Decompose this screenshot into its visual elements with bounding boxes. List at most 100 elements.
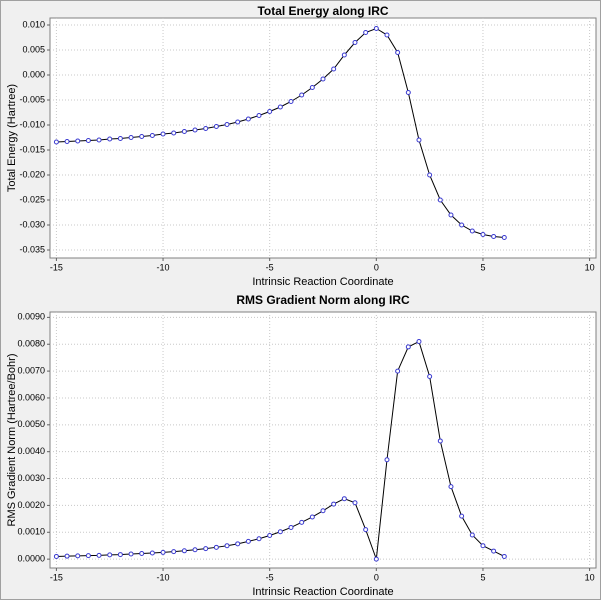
y-tick-label: 0.0090 xyxy=(17,312,45,322)
y-tick-label: 0.005 xyxy=(22,44,45,54)
point-marker xyxy=(256,113,262,118)
y-tick-label: -0.030 xyxy=(19,219,45,229)
y-tick-label: -0.025 xyxy=(19,194,45,204)
point-marker xyxy=(235,541,241,547)
point-marker xyxy=(416,137,422,143)
point-marker xyxy=(352,500,358,506)
y-tick-label: 0.0000 xyxy=(17,554,45,564)
point-marker xyxy=(363,527,369,533)
point-marker xyxy=(288,524,294,530)
point-marker xyxy=(107,552,113,558)
point-marker xyxy=(224,122,230,127)
point-marker xyxy=(235,119,241,125)
point-marker xyxy=(331,501,337,507)
point-marker xyxy=(491,548,497,554)
point-marker xyxy=(85,138,91,143)
x-tick-label: -15 xyxy=(50,572,63,582)
point-marker xyxy=(192,127,198,133)
point-marker xyxy=(117,552,123,558)
x-tick-label: -10 xyxy=(157,572,170,582)
chart-title: Total Energy along IRC xyxy=(257,4,388,18)
point-marker xyxy=(320,76,326,82)
point-marker xyxy=(459,222,465,228)
point-marker xyxy=(427,172,433,178)
y-tick-label: 0.0010 xyxy=(17,527,45,537)
x-axis-label: Intrinsic Reaction Coordinate xyxy=(252,586,393,598)
point-marker xyxy=(203,126,209,131)
x-tick-label: 5 xyxy=(480,262,485,272)
point-marker xyxy=(309,514,315,520)
point-marker xyxy=(299,519,305,525)
point-marker xyxy=(373,26,379,31)
y-axis-label: RMS Gradient Norm (Hartree/Bohr) xyxy=(6,354,18,527)
y-tick-label: 0.0020 xyxy=(17,500,45,510)
point-marker xyxy=(64,139,70,144)
point-marker xyxy=(405,344,411,350)
point-marker xyxy=(501,553,507,559)
point-marker xyxy=(373,556,379,562)
point-marker xyxy=(480,232,486,237)
point-marker xyxy=(459,513,465,519)
point-marker xyxy=(224,543,230,549)
point-marker xyxy=(160,549,166,555)
y-tick-label: 0.0080 xyxy=(17,339,45,349)
x-tick-label: 10 xyxy=(585,572,595,582)
point-marker xyxy=(384,457,390,463)
point-marker xyxy=(405,90,411,95)
point-marker xyxy=(160,131,166,137)
point-marker xyxy=(267,109,273,114)
y-tick-label: -0.035 xyxy=(19,244,45,254)
point-marker xyxy=(192,547,198,553)
x-tick-label: -5 xyxy=(266,262,274,272)
point-marker xyxy=(341,496,347,502)
point-marker xyxy=(181,129,187,134)
point-marker xyxy=(117,136,123,141)
point-marker xyxy=(75,553,81,559)
point-marker xyxy=(469,228,475,234)
y-tick-label: -0.020 xyxy=(19,169,45,179)
y-tick-label: -0.005 xyxy=(19,94,45,104)
x-tick-label: 0 xyxy=(374,572,379,582)
point-marker xyxy=(149,550,155,556)
point-marker xyxy=(427,373,433,379)
point-marker xyxy=(331,66,337,72)
point-marker xyxy=(203,546,209,552)
point-marker xyxy=(341,52,347,58)
point-marker xyxy=(149,133,155,138)
point-marker xyxy=(448,484,454,490)
point-marker xyxy=(267,532,273,538)
point-marker xyxy=(395,50,401,55)
y-tick-label: 0.010 xyxy=(22,19,45,29)
point-marker xyxy=(480,543,486,549)
y-tick-label: 0.000 xyxy=(22,69,45,79)
point-marker xyxy=(309,85,315,90)
point-marker xyxy=(256,536,262,542)
point-marker xyxy=(288,99,294,104)
y-tick-label: 0.0070 xyxy=(17,365,45,375)
point-marker xyxy=(469,532,475,538)
point-marker xyxy=(245,116,251,122)
point-marker xyxy=(213,544,219,550)
point-marker xyxy=(501,235,507,240)
point-marker xyxy=(416,339,422,345)
x-tick-label: -10 xyxy=(157,262,170,272)
point-marker xyxy=(395,368,401,374)
point-marker xyxy=(299,92,305,98)
point-marker xyxy=(75,138,81,144)
point-marker xyxy=(277,104,283,110)
point-marker xyxy=(213,124,219,129)
y-tick-label: 0.0050 xyxy=(17,419,45,429)
point-marker xyxy=(171,549,177,555)
x-tick-label: 0 xyxy=(374,262,379,272)
x-tick-label: 5 xyxy=(480,572,485,582)
y-tick-label: 0.0030 xyxy=(17,473,45,483)
point-marker xyxy=(171,130,177,136)
point-marker xyxy=(448,212,454,218)
y-tick-label: -0.010 xyxy=(19,119,45,129)
x-axis-label: Intrinsic Reaction Coordinate xyxy=(252,276,393,288)
point-marker xyxy=(128,551,134,557)
point-marker xyxy=(96,137,102,143)
point-marker xyxy=(128,135,134,140)
y-axis-label: Total Energy (Hartree) xyxy=(6,84,18,192)
